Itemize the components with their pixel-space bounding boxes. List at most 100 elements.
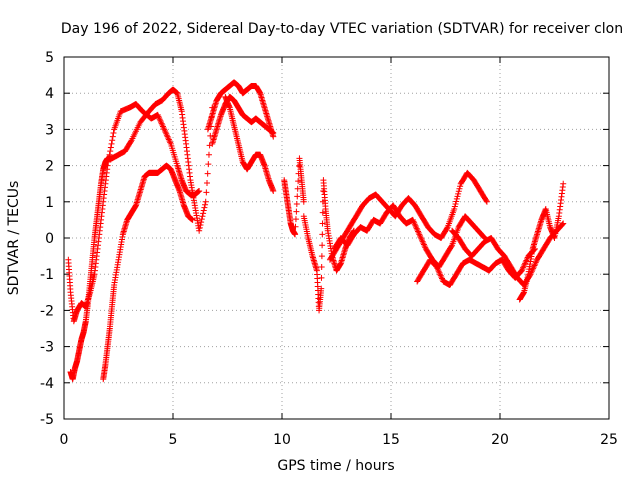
data-point	[203, 189, 210, 196]
data-point	[418, 237, 425, 244]
data-point	[198, 216, 205, 223]
data-point	[522, 260, 529, 267]
data-point	[108, 140, 115, 147]
data-point	[196, 187, 203, 194]
x-axis-label: GPS time / hours	[277, 458, 394, 474]
data-point	[293, 200, 300, 207]
data-point	[416, 231, 423, 238]
data-point	[197, 221, 204, 228]
data-point	[560, 180, 567, 187]
data-point	[457, 183, 464, 190]
data-point	[434, 265, 441, 272]
data-point	[453, 195, 460, 202]
data-point	[207, 132, 214, 139]
data-point	[418, 235, 425, 242]
data-point	[165, 136, 172, 143]
data-point	[523, 257, 530, 264]
data-point	[205, 161, 212, 168]
data-point	[157, 117, 164, 124]
data-point	[318, 285, 325, 292]
series-track-13	[516, 180, 567, 303]
data-point	[107, 144, 114, 151]
data-point	[162, 129, 169, 136]
y-tick-label: 1	[45, 195, 54, 211]
data-point	[205, 151, 212, 158]
data-point	[202, 201, 209, 208]
data-point	[163, 130, 170, 137]
data-point	[530, 265, 537, 272]
data-point	[160, 124, 167, 131]
data-point	[200, 210, 207, 217]
data-point	[164, 133, 171, 140]
data-point	[159, 122, 166, 129]
data-point	[421, 242, 428, 249]
data-point	[416, 232, 423, 239]
y-tick-label: -5	[40, 412, 54, 428]
data-point	[292, 223, 299, 230]
data-point	[438, 274, 445, 281]
data-point	[435, 268, 442, 275]
data-point	[161, 127, 168, 134]
data-point	[189, 216, 196, 223]
data-point	[201, 204, 208, 211]
data-point	[158, 120, 165, 127]
x-tick-label: 0	[60, 432, 69, 448]
data-point	[411, 221, 418, 228]
data-point	[529, 266, 536, 273]
data-point	[270, 130, 277, 137]
data-point	[433, 263, 440, 270]
data-point	[198, 219, 205, 226]
data-point	[521, 261, 528, 268]
data-point	[560, 220, 567, 227]
y-axis-label: SDTVAR / TECUs	[6, 181, 22, 296]
y-tick-label: -4	[40, 376, 54, 392]
series-track-6	[222, 93, 277, 194]
y-tick-label: -3	[40, 340, 54, 356]
data-point	[444, 225, 451, 232]
data-point	[411, 219, 418, 226]
series-track-9	[326, 169, 490, 263]
data-point	[532, 259, 539, 266]
data-point	[435, 266, 442, 273]
data-point	[451, 203, 458, 210]
data-point	[200, 207, 207, 214]
tick-labels: 0 5 10 15 20 25 -5 -4 -3 -2 -1 0 1 2 3 4 5	[40, 50, 618, 448]
data-point	[166, 137, 173, 144]
data-point	[415, 229, 422, 236]
data-point	[318, 253, 325, 260]
data-point	[155, 113, 162, 120]
data-point	[196, 224, 203, 231]
x-tick-label: 5	[169, 432, 178, 448]
data-point	[410, 218, 417, 225]
data-point	[292, 231, 299, 238]
series-track-5	[209, 93, 277, 147]
data-point	[437, 271, 444, 278]
data-point	[454, 193, 461, 200]
series-track-4	[204, 79, 277, 140]
data-point	[520, 263, 527, 270]
data-point	[519, 266, 526, 273]
data-point	[413, 224, 420, 231]
data-point	[420, 241, 427, 248]
data-point	[532, 261, 539, 268]
data-point	[199, 213, 206, 220]
x-tick-label: 15	[382, 432, 400, 448]
data-point	[109, 133, 116, 140]
data-point	[204, 179, 211, 186]
y-tick-label: 3	[45, 122, 54, 138]
data-point	[319, 242, 326, 249]
data-point	[455, 190, 462, 197]
data-point	[415, 228, 422, 235]
y-tick-label: 4	[45, 86, 54, 102]
data-point	[531, 262, 538, 269]
data-point	[453, 198, 460, 205]
x-tick-label: 20	[491, 432, 509, 448]
data-point	[109, 137, 116, 144]
data-point	[518, 267, 525, 274]
data-point	[293, 208, 300, 215]
y-tick-label: 2	[45, 159, 54, 175]
data-point	[455, 188, 462, 195]
data-point	[165, 135, 172, 142]
data-point	[167, 139, 174, 146]
